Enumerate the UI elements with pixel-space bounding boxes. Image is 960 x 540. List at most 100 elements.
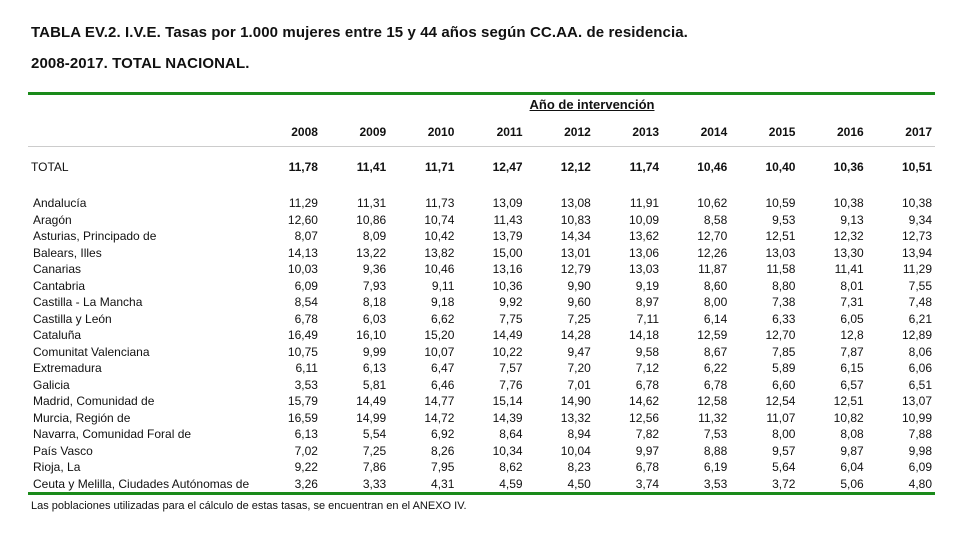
cell-value: 10,83 (560, 212, 591, 227)
year-header: 2012 (564, 125, 591, 139)
cell-value: 8,80 (772, 278, 796, 293)
cell-value: 11,32 (698, 410, 728, 425)
table-row: Navarra, Comunidad Foral de 6,13 5,54 6,92 8… (28, 426, 935, 443)
row-label: TOTAL (31, 160, 69, 174)
table-row: Galicia 3,53 5,81 6,46 7,76 7,01 6,78 6,78 6,60 6… (28, 377, 935, 394)
cell-value: 7,75 (499, 311, 523, 326)
cell-value: 12,73 (901, 229, 932, 244)
cell-value: 8,94 (567, 427, 591, 442)
cell-value: 7,53 (703, 427, 728, 442)
cell-value: 6,47 (431, 361, 455, 376)
cell-value: 10,04 (560, 443, 591, 458)
cell-value: 14,49 (492, 328, 523, 343)
cell-value: 12,56 (629, 410, 660, 425)
cell-value: 11,91 (629, 196, 660, 211)
cell-value: 15,14 (492, 394, 523, 409)
cell-value: 5,06 (840, 476, 864, 491)
table-row: Balears, Illes 14,13 13,22 13,82 15,00 13,01 1… (28, 245, 935, 262)
cell-value: 3,53 (294, 377, 318, 392)
cell-value: 4,31 (431, 476, 455, 491)
table-row: Castilla y León 6,78 6,03 6,62 7,75 7,25 7,11 6… (28, 311, 935, 328)
year-header: 2017 (905, 125, 932, 139)
footnote: Las poblaciones utilizadas para el cálcu… (31, 500, 467, 512)
cell-value: 8,00 (703, 295, 728, 310)
cell-value: 10,38 (833, 196, 864, 211)
cell-value: 10,46 (697, 160, 728, 174)
cell-value: 10,51 (901, 160, 932, 174)
cell-value: 13,22 (356, 245, 387, 260)
table-row: Canarias 10,03 9,36 10,46 13,16 12,79 13,03 11,… (28, 261, 935, 278)
cell-value: 9,22 (294, 460, 318, 475)
cell-value: 3,72 (772, 476, 796, 491)
cell-value: 11,31 (357, 196, 387, 211)
table-row: Rioja, La 9,22 7,86 7,95 8,62 8,23 6,78 6,19 5,6… (28, 459, 935, 476)
cell-value: 13,30 (833, 245, 864, 260)
cell-value: 9,47 (567, 344, 591, 359)
cell-value: 6,09 (908, 460, 932, 475)
cell-value: 6,13 (294, 427, 318, 442)
row-label: Andalucía (33, 196, 87, 211)
cell-value: 13,03 (765, 245, 796, 260)
row-label: País Vasco (33, 443, 93, 458)
cell-value: 10,03 (287, 262, 318, 277)
bottom-rule (28, 492, 935, 495)
cell-value: 3,74 (635, 476, 660, 491)
rates-table: 2008 2009 2010 2011 2012 2013 2014 2015 2016 2017… (28, 122, 935, 492)
spacer (28, 187, 935, 195)
cell-value: 12,70 (697, 229, 728, 244)
cell-value: 6,92 (431, 427, 455, 442)
spacer (28, 142, 935, 147)
table-row: Ceuta y Melilla, Ciudades Autónomas de 3,… (28, 476, 935, 493)
cell-value: 7,57 (499, 361, 523, 376)
cell-value: 4,59 (499, 476, 523, 491)
cell-value: 13,62 (629, 229, 660, 244)
cell-value: 9,87 (840, 443, 864, 458)
cell-value: 5,89 (772, 361, 796, 376)
cell-value: 6,15 (840, 361, 864, 376)
cell-value: 14,99 (356, 410, 387, 425)
cell-value: 11,71 (425, 160, 455, 174)
cell-value: 12,89 (901, 328, 932, 343)
row-label: Balears, Illes (33, 245, 102, 260)
cell-value: 8,18 (362, 295, 387, 310)
cell-value: 3,26 (294, 476, 318, 491)
cell-value: 8,08 (840, 427, 864, 442)
cell-value: 14,39 (492, 410, 523, 425)
cell-value: 10,62 (697, 196, 728, 211)
cell-value: 8,00 (772, 427, 796, 442)
year-header: 2009 (359, 125, 387, 139)
cell-value: 12,60 (287, 212, 318, 227)
year-header: 2008 (291, 125, 318, 139)
cell-value: 13,94 (901, 245, 932, 260)
cell-value: 7,93 (362, 278, 387, 293)
cell-value: 6,21 (908, 311, 932, 326)
cell-value: 6,33 (772, 311, 796, 326)
cell-value: 7,11 (636, 311, 660, 326)
cell-value: 12,8 (840, 328, 864, 343)
year-header: 2013 (632, 125, 660, 139)
cell-value: 10,86 (356, 212, 387, 227)
cell-value: 10,38 (901, 196, 932, 211)
cell-value: 7,38 (772, 295, 796, 310)
cell-value: 11,29 (902, 262, 932, 277)
cell-value: 6,06 (908, 361, 932, 376)
cell-value: 9,58 (635, 344, 660, 359)
cell-value: 10,99 (901, 410, 932, 425)
cell-value: 12,79 (560, 262, 591, 277)
year-header: 2010 (427, 125, 455, 139)
cell-value: 12,26 (697, 245, 728, 260)
cell-value: 15,20 (424, 328, 455, 343)
row-label: Extremadura (33, 361, 102, 376)
table-row: Extremadura 6,11 6,13 6,47 7,57 7,20 7,12 6,22 5… (28, 360, 935, 377)
column-group-header: Año de intervención (252, 97, 932, 112)
cell-value: 7,25 (567, 311, 591, 326)
cell-value: 6,51 (908, 377, 932, 392)
cell-value: 14,18 (629, 328, 660, 343)
cell-value: 10,82 (833, 410, 864, 425)
cell-value: 9,97 (635, 443, 660, 458)
cell-value: 15,00 (492, 245, 523, 260)
cell-value: 7,76 (499, 377, 523, 392)
cell-value: 10,09 (629, 212, 660, 227)
cell-value: 10,46 (424, 262, 455, 277)
cell-value: 9,53 (772, 212, 796, 227)
